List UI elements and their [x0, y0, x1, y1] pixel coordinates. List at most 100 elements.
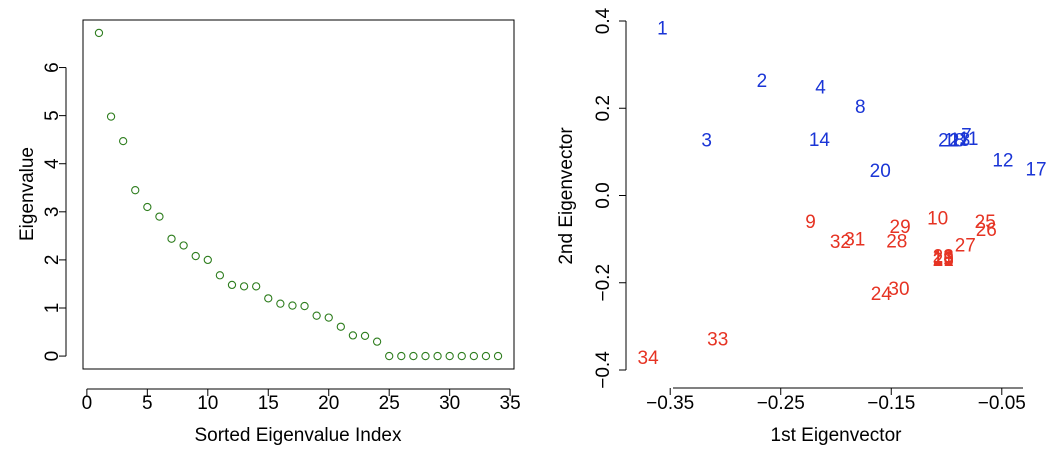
node-label-18: 18	[944, 131, 965, 152]
node-label-26: 26	[976, 220, 997, 241]
node-label-30: 30	[888, 279, 909, 300]
right-y-axis-title: 2nd Eigenvector	[556, 127, 577, 265]
node-label-10: 10	[927, 208, 948, 229]
node-label-2: 2	[757, 71, 768, 92]
right-y-tick-label: 0.2	[593, 95, 614, 121]
left-x-tick-label: 0	[82, 393, 93, 414]
eigenvalue-point	[143, 202, 152, 212]
eigenvalue-point	[457, 351, 466, 361]
left-y-tick-label: 4	[42, 158, 63, 169]
eigenvalue-point	[397, 351, 406, 361]
eigenvalue-point	[131, 186, 140, 195]
eigenvalue-point	[276, 299, 285, 308]
eigenvalue-point	[167, 234, 176, 243]
node-label-29: 29	[890, 217, 911, 238]
node-label-1: 1	[657, 19, 668, 40]
node-label-31: 31	[844, 229, 865, 250]
eigenvalue-point	[493, 351, 503, 361]
eigenvalue-point	[300, 301, 309, 311]
node-label-25: 25	[975, 212, 996, 233]
right-x-tick-label: −0.05	[978, 393, 1026, 414]
right-y-axis: −0.4 −0.2 0.0 0.2 0.4	[593, 7, 626, 389]
node-label-7: 7	[961, 125, 972, 146]
eigenvalue-point	[409, 351, 418, 361]
eigenvalue-point	[155, 212, 164, 221]
node-label-19: 19	[933, 248, 954, 269]
right-y-tick-label: −0.2	[593, 264, 614, 302]
node-label-22: 22	[938, 131, 959, 152]
node-label-28: 28	[886, 231, 907, 252]
eigenvalue-point	[215, 271, 225, 280]
node-label-9: 9	[805, 212, 816, 233]
eigenvalue-point	[252, 282, 261, 291]
node-label-21: 21	[933, 250, 954, 271]
left-x-tick-label: 35	[500, 393, 521, 414]
node-label-13: 13	[949, 130, 970, 151]
node-label-16: 16	[933, 249, 954, 270]
left-y-axis-title: Eigenvalue	[17, 147, 38, 241]
left-x-tick-label: 20	[318, 393, 339, 414]
left-plot-box	[82, 19, 515, 370]
eigenvalue-point	[469, 351, 479, 361]
node-label-24: 24	[871, 284, 893, 305]
left-y-tick-label: 0	[42, 351, 63, 362]
node-label-27: 27	[955, 235, 976, 256]
right-y-tick-label: 0.4	[593, 7, 614, 34]
eigenvalue-point	[179, 241, 188, 250]
left-y-tick-label: 3	[42, 207, 63, 218]
node-label-4: 4	[815, 77, 826, 98]
left-x-axis: 0 5 10 15 20 25 30 35	[82, 388, 521, 414]
eigenvalue-point	[191, 251, 200, 261]
left-y-tick-label: 5	[42, 110, 63, 121]
node-label-15: 15	[933, 250, 954, 271]
eigenvalue-point	[421, 351, 430, 361]
eigenvector-scatter-plot: −0.35 −0.25 −0.15 −0.05 −0.4 −0.2 0.0 0.2 0.4 1…	[556, 7, 1047, 446]
eigenvalue-point	[445, 351, 454, 361]
right-x-axis: −0.35 −0.25 −0.15 −0.05	[646, 388, 1026, 414]
left-x-tick-label: 30	[439, 393, 460, 414]
eigenvalue-point	[372, 337, 382, 346]
eigenvalue-point	[264, 294, 273, 303]
right-y-tick-label: 0.0	[593, 182, 614, 208]
left-x-tick-label: 10	[197, 393, 218, 414]
left-x-axis-title: Sorted Eigenvalue Index	[194, 425, 402, 446]
left-y-axis: 0 1 2 3 4 5 6	[42, 62, 67, 362]
eigenvalue-point	[360, 331, 370, 341]
eigenvalue-point	[348, 331, 358, 340]
eigenvalue-point	[203, 255, 212, 265]
eigenvalue-point	[227, 280, 237, 290]
left-x-tick-label: 5	[142, 393, 153, 414]
node-label-20: 20	[870, 161, 891, 182]
right-x-axis-title: 1st Eigenvector	[771, 425, 903, 446]
eigenvalue-point	[481, 351, 491, 361]
eigenvalue-point	[288, 301, 297, 310]
node-label-8: 8	[855, 97, 866, 118]
right-x-tick-label: −0.15	[867, 393, 915, 414]
node-label-3: 3	[701, 131, 712, 152]
eigenvalue-point	[336, 322, 345, 331]
eigenvalue-point	[239, 282, 249, 291]
node-label-34: 34	[638, 348, 660, 369]
node-label-14: 14	[809, 130, 831, 151]
left-x-tick-label: 25	[379, 393, 400, 414]
right-x-tick-label: −0.35	[646, 393, 694, 414]
eigenvalue-point	[118, 136, 128, 146]
node-label-11: 11	[959, 129, 979, 150]
left-points	[94, 28, 503, 361]
node-label-17: 17	[1025, 159, 1046, 180]
eigenvalue-point	[385, 351, 394, 361]
right-x-tick-label: −0.25	[757, 393, 805, 414]
eigenvalue-point	[433, 351, 442, 361]
eigenvalue-point	[312, 311, 321, 320]
node-label-33: 33	[707, 330, 728, 351]
node-label-23: 23	[933, 246, 954, 267]
eigenvalue-point	[106, 112, 116, 121]
left-y-tick-label: 1	[42, 303, 63, 314]
eigenvalue-point	[94, 28, 104, 38]
left-y-tick-label: 2	[42, 255, 63, 266]
left-y-tick-label: 6	[42, 62, 63, 73]
node-label-12: 12	[992, 150, 1013, 171]
right-y-tick-label: −0.4	[593, 351, 614, 389]
